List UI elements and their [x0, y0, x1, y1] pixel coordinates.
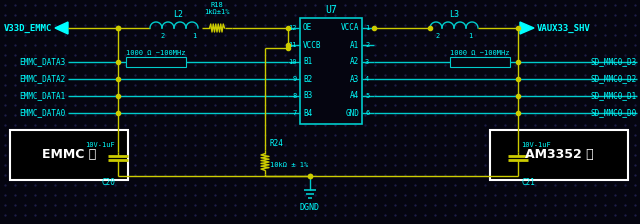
Text: A3: A3 — [349, 75, 359, 84]
Text: B4: B4 — [303, 108, 312, 118]
Text: EMMC_DATA1: EMMC_DATA1 — [19, 91, 65, 101]
Text: 1: 1 — [468, 33, 472, 39]
Text: EMMC_DATA0: EMMC_DATA0 — [19, 108, 65, 118]
Text: 2: 2 — [365, 42, 369, 48]
Text: 12: 12 — [289, 25, 297, 31]
Text: B2: B2 — [303, 75, 312, 84]
Text: C20: C20 — [101, 178, 115, 187]
Text: 10kΩ ± 1%: 10kΩ ± 1% — [270, 162, 308, 168]
Text: OE: OE — [303, 24, 312, 32]
Text: C21: C21 — [521, 178, 535, 187]
Text: 10V-1uF: 10V-1uF — [521, 142, 551, 148]
Text: A2: A2 — [349, 58, 359, 67]
Text: 1: 1 — [365, 25, 369, 31]
Text: GND: GND — [345, 108, 359, 118]
Text: A4: A4 — [349, 91, 359, 101]
Text: SD_MMC0_D3: SD_MMC0_D3 — [591, 58, 637, 67]
Text: B3: B3 — [303, 91, 312, 101]
Text: L2: L2 — [173, 10, 183, 19]
Text: SD_MMC0_D2: SD_MMC0_D2 — [591, 75, 637, 84]
Text: V33D_EMMC: V33D_EMMC — [4, 24, 52, 32]
Text: EMMC_DATA3: EMMC_DATA3 — [19, 58, 65, 67]
Text: A1: A1 — [349, 41, 359, 50]
Text: 8: 8 — [292, 93, 297, 99]
Text: U7: U7 — [325, 5, 337, 15]
Polygon shape — [520, 22, 534, 34]
Text: VCCB: VCCB — [303, 41, 321, 50]
Text: B1: B1 — [303, 58, 312, 67]
Text: 4: 4 — [365, 76, 369, 82]
Text: EMMC_DATA2: EMMC_DATA2 — [19, 75, 65, 84]
Text: 10V-1uF: 10V-1uF — [85, 142, 115, 148]
Text: 9: 9 — [292, 76, 297, 82]
Text: 2: 2 — [436, 33, 440, 39]
Text: 5: 5 — [365, 93, 369, 99]
Text: 6: 6 — [365, 110, 369, 116]
Text: R24: R24 — [270, 139, 284, 148]
Bar — [10, 130, 128, 180]
Text: EMMC 側: EMMC 側 — [42, 149, 96, 162]
Text: 3: 3 — [365, 59, 369, 65]
Text: 10: 10 — [289, 59, 297, 65]
Text: SD_MMC0_D0: SD_MMC0_D0 — [591, 108, 637, 118]
Text: 7: 7 — [292, 110, 297, 116]
Text: 1000 Ω ~100MHz: 1000 Ω ~100MHz — [126, 50, 186, 56]
Bar — [300, 18, 362, 124]
Text: L3: L3 — [449, 10, 459, 19]
Bar — [490, 130, 628, 180]
Text: DGND: DGND — [300, 203, 320, 212]
Text: 11: 11 — [289, 42, 297, 48]
Text: R18
1kΩ±1%: R18 1kΩ±1% — [204, 2, 230, 15]
Text: SD_MMC0_D1: SD_MMC0_D1 — [591, 91, 637, 101]
Text: 1000 Ω ~100MHz: 1000 Ω ~100MHz — [451, 50, 509, 56]
Text: 2: 2 — [161, 33, 165, 39]
Bar — [126, 57, 186, 67]
Text: AM3352 側: AM3352 側 — [525, 149, 593, 162]
Text: 1: 1 — [192, 33, 196, 39]
Polygon shape — [55, 22, 68, 34]
Text: VAUX33_SHV: VAUX33_SHV — [537, 24, 591, 32]
Text: VCCA: VCCA — [340, 24, 359, 32]
Bar — [450, 57, 510, 67]
